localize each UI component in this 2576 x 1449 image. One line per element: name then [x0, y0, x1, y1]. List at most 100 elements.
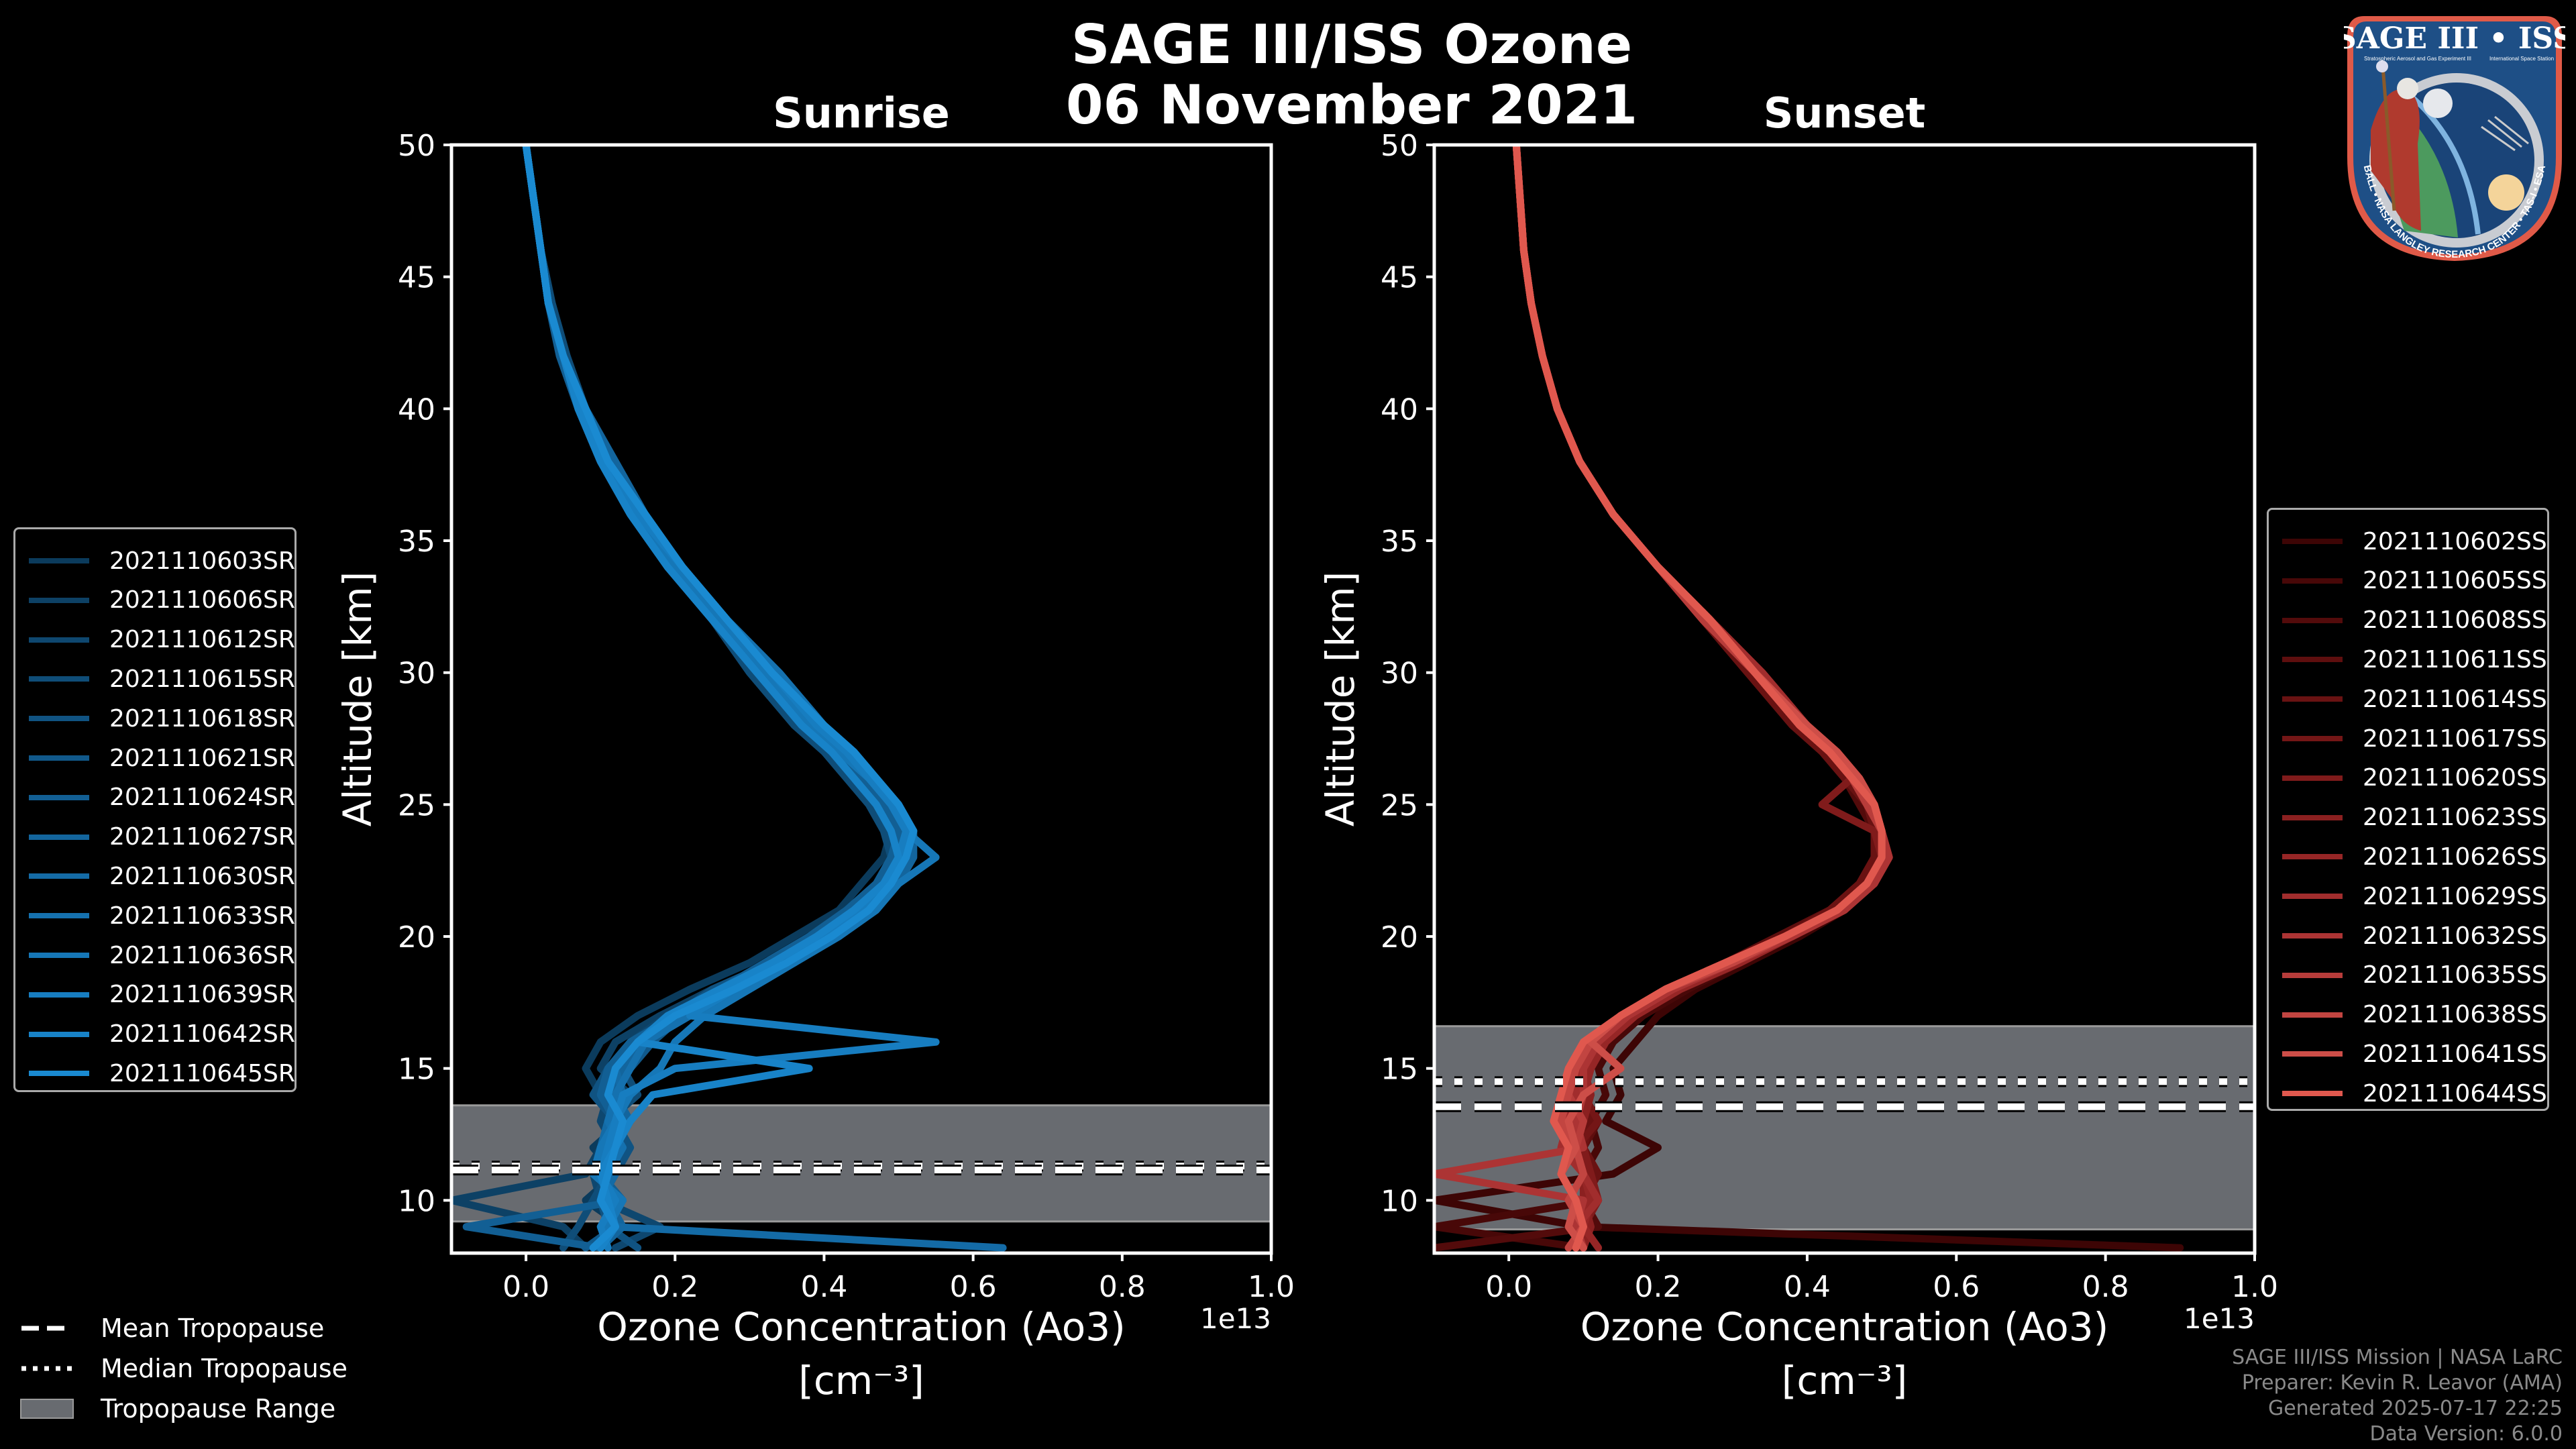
legend-label: 2021110606SR — [109, 586, 295, 614]
legend-item: 2021110620SS — [2269, 759, 2547, 798]
y-tick-label: 15 — [1381, 1053, 1418, 1087]
y-tick-label: 35 — [398, 525, 435, 559]
legend-item: 2021110608SS — [2269, 601, 2547, 640]
legend-item: 2021110641SS — [2269, 1034, 2547, 1073]
x-tick-label: 0.6 — [950, 1270, 997, 1304]
legend-label: 2021110635SS — [2363, 961, 2547, 989]
x-tick-label: 0.4 — [1784, 1270, 1831, 1304]
legend-item: 2021110603SR — [15, 541, 295, 580]
legend-label: 2021110629SS — [2363, 882, 2547, 910]
legend-label: 2021110620SS — [2363, 764, 2547, 792]
legend-item: 2021110638SS — [2269, 996, 2547, 1034]
y-tick-label: 25 — [1381, 788, 1418, 822]
legend-item: 2021110621SR — [15, 739, 295, 777]
y-tick-label: 15 — [398, 1053, 435, 1087]
y-tick-label: 10 — [1381, 1184, 1418, 1218]
sunset-axes: 0.0 0.2 0.4 0.6 0.8 1.0 10 15 20 25 30 35 40 45 50 Suns… — [1318, 89, 2278, 1403]
legend-swatch — [29, 834, 89, 840]
legend-item: 2021110639SR — [15, 975, 295, 1014]
y-tick-label: 20 — [1381, 920, 1418, 955]
sunset-legend: 2021110602SS 2021110605SS 2021110608SS 2021… — [2267, 508, 2549, 1111]
y-tick-label: 45 — [398, 261, 435, 295]
y-tick-label: 50 — [398, 129, 435, 163]
x-offset-label: 1e13 — [2184, 1302, 2255, 1335]
legend-label: 2021110603SR — [109, 547, 295, 575]
x-tick-label: 0.8 — [2082, 1270, 2129, 1304]
legend-swatch — [29, 637, 89, 643]
legend-swatch — [2282, 736, 2343, 741]
y-tick-label: 50 — [1381, 129, 1418, 163]
dashed-line-icon — [21, 1326, 72, 1331]
legend-label: 2021110612SR — [109, 626, 295, 654]
legend-label: 2021110608SS — [2363, 606, 2547, 635]
plot-frame — [1432, 143, 2257, 1255]
svg-text:SAGE III • ISS: SAGE III • ISS — [2344, 21, 2565, 56]
profile-line-2021110642SR — [522, 145, 902, 1252]
legend-swatch — [29, 794, 89, 800]
credit-line: Preparer: Kevin R. Leavor (AMA) — [2241, 1371, 2563, 1395]
x-offset-label: 1e13 — [1200, 1302, 1271, 1335]
sunrise-legend: 2021110603SR 2021110606SR 2021110612SR 2021… — [13, 527, 297, 1092]
legend-swatch — [29, 953, 89, 958]
gray-band-icon — [20, 1399, 74, 1419]
dotted-line-icon — [21, 1366, 74, 1371]
profile-line-2021110644SS — [1512, 145, 1886, 1252]
legend-swatch — [29, 913, 89, 919]
legend-swatch — [29, 991, 89, 998]
legend-label: 2021110642SR — [109, 1020, 295, 1049]
y-tick-label: 30 — [1381, 657, 1418, 691]
legend-item: 2021110615SR — [15, 659, 295, 698]
legend-item: 2021110630SR — [15, 857, 295, 896]
y-tick-label: 35 — [1381, 525, 1418, 559]
legend-swatch — [2282, 657, 2343, 663]
legend-item: 2021110606SR — [15, 581, 295, 620]
y-tick-label: 10 — [398, 1184, 435, 1218]
legend-item: 2021110617SS — [2269, 719, 2547, 758]
x-tick-label: 0.2 — [651, 1270, 698, 1304]
legend-label: 2021110624SR — [109, 784, 295, 812]
legend-label: 2021110605SS — [2363, 567, 2547, 595]
legend-label: Median Tropopause — [101, 1354, 347, 1383]
legend-swatch — [2282, 894, 2343, 900]
legend-label: 2021110617SS — [2363, 724, 2547, 753]
figure-title: SAGE III/ISS Ozone — [1071, 13, 1633, 76]
y-tick-label: 45 — [1381, 261, 1418, 295]
y-tick-label: 40 — [398, 392, 435, 427]
legend-label: 2021110636SR — [109, 941, 295, 969]
tropopause-legend: Mean Tropopause Median Tropopause Tropop… — [20, 1308, 347, 1429]
profile-lines — [1434, 145, 2255, 1252]
legend-item: 2021110629SS — [2269, 877, 2547, 916]
credit-line: Generated 2025-07-17 22:25 — [2267, 1397, 2563, 1420]
legend-swatch — [29, 1071, 89, 1077]
y-tick-label: 40 — [1381, 392, 1418, 427]
x-tick-label: 0.8 — [1099, 1270, 1146, 1304]
legend-label: Tropopause Range — [101, 1394, 336, 1424]
legend-item: 2021110624SR — [15, 778, 295, 817]
y-tick-label: 20 — [398, 920, 435, 955]
legend-item: 2021110602SS — [2269, 522, 2547, 561]
credits-footer: SAGE III/ISS Mission | NASA LaRC Prepare… — [2232, 1345, 2563, 1447]
legend-swatch — [2282, 1012, 2343, 1018]
legend-item: 2021110623SS — [2269, 798, 2547, 837]
legend-tropopause-range: Tropopause Range — [20, 1389, 347, 1429]
legend-item: 2021110626SS — [2269, 837, 2547, 876]
legend-median-tropopause: Median Tropopause — [20, 1348, 347, 1389]
legend-item: 2021110605SS — [2269, 561, 2547, 600]
profile-line-2021110606SR — [451, 145, 918, 1252]
x-tick-label: 0.0 — [502, 1270, 549, 1304]
legend-swatch — [2282, 972, 2343, 978]
legend-item: 2021110636SR — [15, 936, 295, 975]
legend-swatch — [2282, 814, 2343, 820]
legend-label: Mean Tropopause — [101, 1313, 325, 1343]
legend-item: 2021110632SS — [2269, 916, 2547, 955]
legend-item: 2021110612SR — [15, 621, 295, 659]
legend-label: 2021110638SS — [2363, 1001, 2547, 1029]
legend-swatch — [29, 597, 89, 603]
legend-label: 2021110614SS — [2363, 685, 2547, 713]
legend-label: 2021110639SR — [109, 981, 295, 1009]
legend-swatch — [29, 558, 89, 564]
legend-label: 2021110621SR — [109, 744, 295, 772]
x-axis-label: Ozone Concentration (Ao3) — [597, 1304, 1126, 1350]
legend-item: 2021110635SS — [2269, 956, 2547, 995]
